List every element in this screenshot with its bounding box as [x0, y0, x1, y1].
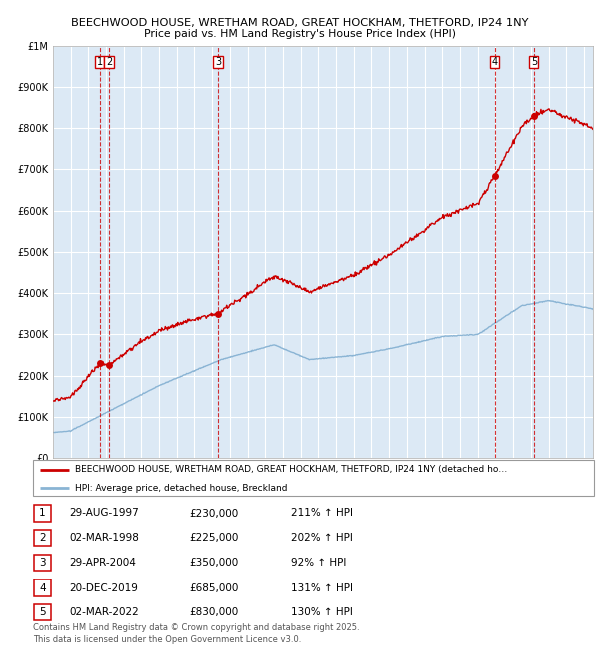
- Text: £225,000: £225,000: [189, 533, 238, 543]
- FancyBboxPatch shape: [34, 505, 51, 522]
- Text: 202% ↑ HPI: 202% ↑ HPI: [291, 533, 353, 543]
- FancyBboxPatch shape: [34, 554, 51, 571]
- Text: 2: 2: [39, 533, 46, 543]
- FancyBboxPatch shape: [33, 460, 594, 496]
- Text: 02-MAR-1998: 02-MAR-1998: [69, 533, 139, 543]
- Text: £685,000: £685,000: [189, 582, 238, 593]
- Text: BEECHWOOD HOUSE, WRETHAM ROAD, GREAT HOCKHAM, THETFORD, IP24 1NY: BEECHWOOD HOUSE, WRETHAM ROAD, GREAT HOC…: [71, 18, 529, 28]
- Text: 3: 3: [215, 57, 221, 67]
- Text: 130% ↑ HPI: 130% ↑ HPI: [291, 607, 353, 618]
- Text: 5: 5: [39, 607, 46, 618]
- Text: 211% ↑ HPI: 211% ↑ HPI: [291, 508, 353, 519]
- Text: 1: 1: [39, 508, 46, 519]
- Text: BEECHWOOD HOUSE, WRETHAM ROAD, GREAT HOCKHAM, THETFORD, IP24 1NY (detached ho…: BEECHWOOD HOUSE, WRETHAM ROAD, GREAT HOC…: [75, 465, 508, 474]
- Text: 92% ↑ HPI: 92% ↑ HPI: [291, 558, 346, 568]
- Text: 3: 3: [39, 558, 46, 568]
- Text: £230,000: £230,000: [189, 508, 238, 519]
- Text: Contains HM Land Registry data © Crown copyright and database right 2025.
This d: Contains HM Land Registry data © Crown c…: [33, 623, 359, 644]
- FancyBboxPatch shape: [34, 530, 51, 547]
- Text: 20-DEC-2019: 20-DEC-2019: [69, 582, 138, 593]
- Text: HPI: Average price, detached house, Breckland: HPI: Average price, detached house, Brec…: [75, 484, 287, 493]
- Text: Price paid vs. HM Land Registry's House Price Index (HPI): Price paid vs. HM Land Registry's House …: [144, 29, 456, 39]
- Text: 02-MAR-2022: 02-MAR-2022: [69, 607, 139, 618]
- FancyBboxPatch shape: [34, 604, 51, 621]
- Text: 2: 2: [106, 57, 112, 67]
- Text: 4: 4: [492, 57, 498, 67]
- Text: 29-APR-2004: 29-APR-2004: [69, 558, 136, 568]
- Text: 131% ↑ HPI: 131% ↑ HPI: [291, 582, 353, 593]
- Text: £830,000: £830,000: [189, 607, 238, 618]
- FancyBboxPatch shape: [34, 579, 51, 596]
- Text: 29-AUG-1997: 29-AUG-1997: [69, 508, 139, 519]
- Text: £350,000: £350,000: [189, 558, 238, 568]
- Text: 4: 4: [39, 582, 46, 593]
- Text: 5: 5: [531, 57, 537, 67]
- Text: 1: 1: [97, 57, 103, 67]
